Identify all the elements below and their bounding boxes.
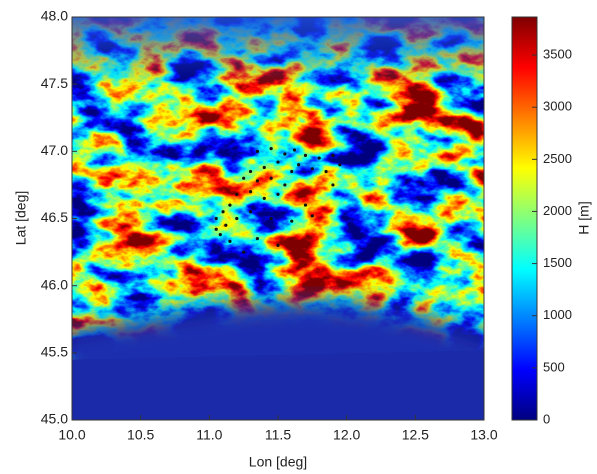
station-point: [228, 240, 231, 243]
colorbar-tick-label: 500: [543, 359, 565, 374]
colorbar-label: H [m]: [576, 201, 592, 234]
station-point: [324, 170, 327, 173]
x-tick-label: 10.5: [127, 427, 154, 443]
y-tick-label: 46.0: [41, 276, 68, 292]
x-tick-label: 12.5: [402, 427, 429, 443]
station-point: [270, 217, 273, 220]
chart: Lon [deg] Lat [deg] H [m] 10.0 10.5 11.0 11…: [0, 0, 597, 474]
x-tick-label: 10.0: [58, 427, 85, 443]
station-point: [249, 210, 252, 213]
station-point: [221, 210, 224, 213]
station-point: [256, 179, 259, 182]
station-point: [219, 233, 222, 236]
y-tick-label: 48.0: [41, 8, 68, 24]
y-tick-label: 46.5: [41, 209, 68, 225]
station-point: [331, 183, 334, 186]
station-point: [224, 224, 227, 227]
colorbar-tick-label: 3000: [543, 99, 572, 114]
station-point: [283, 152, 286, 155]
station-point: [242, 177, 245, 180]
y-axis-label: Lat [deg]: [13, 191, 29, 246]
station-point: [276, 244, 279, 247]
station-point: [215, 217, 218, 220]
colorbar-tick-label: 2000: [543, 203, 572, 218]
y-tick-label: 45.5: [41, 344, 68, 360]
y-tick-label: 47.5: [41, 75, 68, 91]
station-point: [270, 147, 273, 150]
station-point: [293, 148, 296, 151]
station-point: [249, 170, 252, 173]
station-point: [263, 197, 266, 200]
colorbar-tick-label: 0: [543, 411, 550, 426]
station-point: [304, 203, 307, 206]
station-point: [235, 217, 238, 220]
station-point: [338, 163, 341, 166]
station-point: [290, 220, 293, 223]
y-tick-label: 45.0: [41, 411, 68, 427]
station-point: [270, 177, 273, 180]
colorbar-tick-label: 3500: [543, 46, 572, 61]
station-point: [297, 163, 300, 166]
elevation-map: [60, 17, 500, 440]
station-point: [276, 160, 279, 163]
station-point: [228, 203, 231, 206]
y-tick-label: 47.0: [41, 142, 68, 158]
x-tick-label: 11.5: [265, 427, 291, 443]
station-point: [256, 237, 259, 240]
station-point: [290, 170, 293, 173]
station-point: [249, 190, 252, 193]
x-tick-label: 11.0: [196, 427, 222, 443]
x-tick-label: 13.0: [470, 427, 497, 443]
station-point: [215, 228, 218, 231]
colorbar-tick-label: 2500: [543, 151, 572, 166]
station-point: [276, 193, 279, 196]
station-point: [242, 250, 245, 253]
station-point: [311, 214, 314, 217]
x-tick-label: 12.0: [333, 427, 360, 443]
station-point: [235, 193, 238, 196]
station-point: [331, 154, 334, 157]
station-point: [311, 167, 314, 170]
x-axis-label: Lon [deg]: [249, 454, 307, 470]
colorbar: [512, 17, 537, 420]
station-point: [263, 166, 266, 169]
station-point: [318, 156, 321, 159]
station-point: [283, 183, 286, 186]
colorbar-tick-label: 1500: [543, 255, 572, 270]
station-point: [256, 150, 259, 153]
station-point: [304, 154, 307, 157]
colorbar-tick-label: 1000: [543, 307, 572, 322]
